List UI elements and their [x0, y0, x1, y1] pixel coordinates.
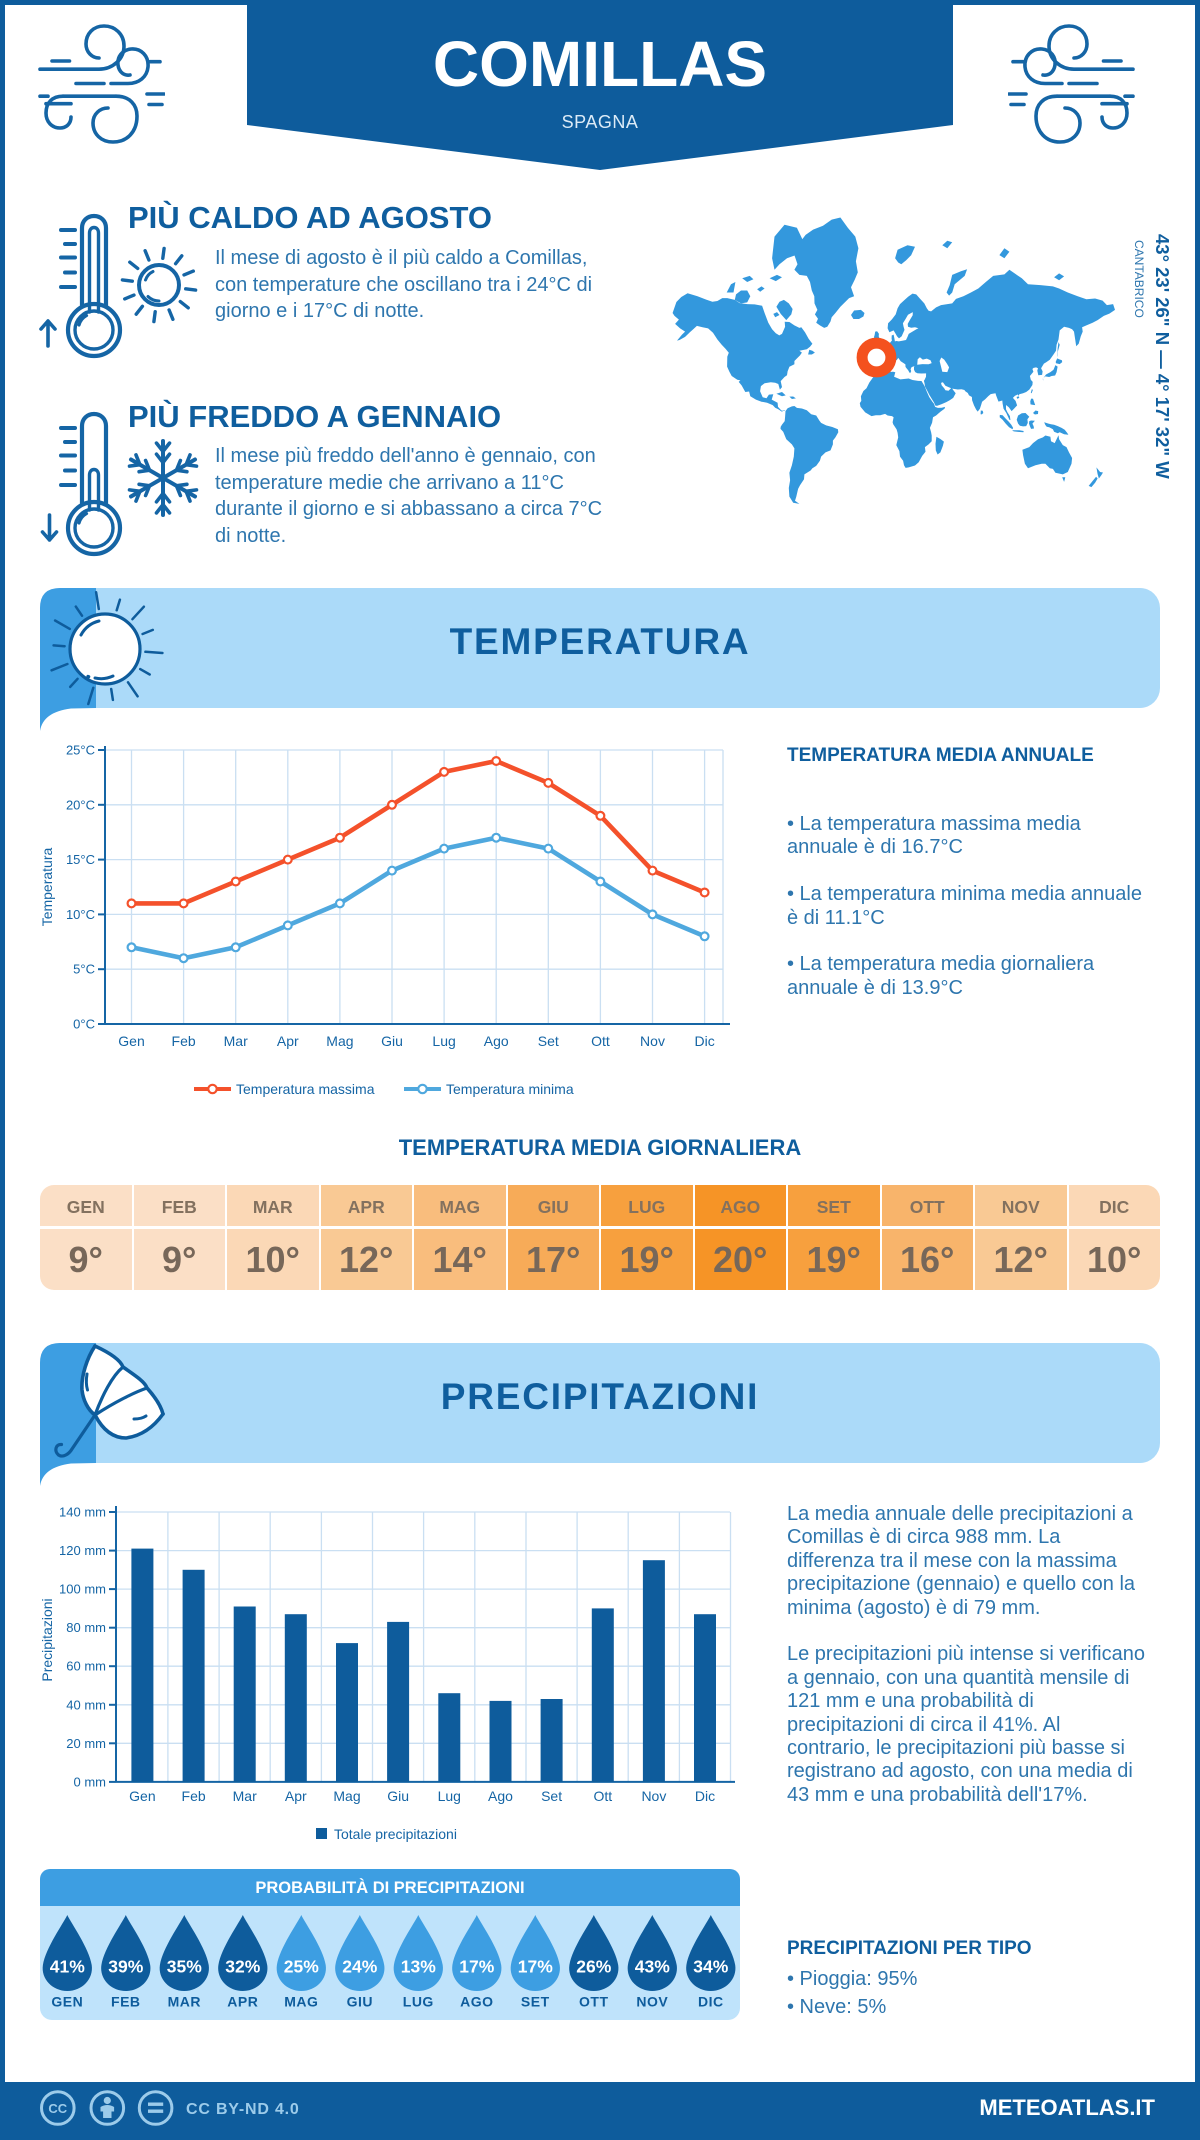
svg-text:GIU: GIU	[347, 1994, 373, 2010]
svg-text:FEB: FEB	[111, 1994, 141, 2010]
svg-text:13%: 13%	[401, 1957, 436, 1977]
svg-text:35%: 35%	[167, 1957, 202, 1977]
svg-text:40 mm: 40 mm	[66, 1697, 106, 1712]
svg-text:SET: SET	[521, 1994, 550, 2010]
svg-text:5°C: 5°C	[73, 962, 95, 977]
svg-text:100 mm: 100 mm	[59, 1582, 106, 1597]
svg-text:32%: 32%	[225, 1957, 260, 1977]
svg-text:15°C: 15°C	[66, 852, 95, 867]
svg-text:Ago: Ago	[488, 1788, 513, 1804]
svg-text:80 mm: 80 mm	[66, 1620, 106, 1635]
svg-text:Gen: Gen	[118, 1033, 144, 1049]
svg-text:Nov: Nov	[641, 1788, 666, 1804]
svg-text:APR: APR	[227, 1994, 258, 2010]
svg-text:34%: 34%	[693, 1957, 728, 1977]
svg-text:Ott: Ott	[593, 1788, 612, 1804]
svg-text:Lug: Lug	[432, 1033, 455, 1049]
svg-text:Mag: Mag	[333, 1788, 360, 1804]
svg-text:Mar: Mar	[233, 1788, 257, 1804]
svg-text:DIC: DIC	[698, 1994, 724, 2010]
svg-text:Precipitazioni: Precipitazioni	[40, 1598, 55, 1681]
svg-text:20°C: 20°C	[66, 797, 95, 812]
svg-text:39%: 39%	[108, 1957, 143, 1977]
svg-text:17%: 17%	[459, 1957, 494, 1977]
svg-text:Apr: Apr	[277, 1033, 299, 1049]
svg-text:24%: 24%	[342, 1957, 377, 1977]
svg-text:120 mm: 120 mm	[59, 1543, 106, 1558]
svg-text:Ago: Ago	[484, 1033, 509, 1049]
svg-text:17%: 17%	[518, 1957, 553, 1977]
svg-text:60 mm: 60 mm	[66, 1659, 106, 1674]
svg-text:Temperatura massima: Temperatura massima	[236, 1081, 375, 1097]
svg-text:Feb: Feb	[172, 1033, 196, 1049]
svg-text:Apr: Apr	[285, 1788, 307, 1804]
svg-text:140 mm: 140 mm	[59, 1505, 106, 1520]
svg-text:20 mm: 20 mm	[66, 1736, 106, 1751]
svg-text:Set: Set	[538, 1033, 559, 1049]
svg-text:NOV: NOV	[636, 1994, 668, 2010]
svg-text:Gen: Gen	[129, 1788, 155, 1804]
svg-text:0°C: 0°C	[73, 1017, 95, 1032]
svg-text:CC: CC	[48, 2101, 67, 2116]
svg-text:MAG: MAG	[284, 1994, 318, 2010]
svg-text:Dic: Dic	[695, 1788, 715, 1804]
svg-text:LUG: LUG	[403, 1994, 434, 2010]
svg-text:Mag: Mag	[326, 1033, 353, 1049]
svg-text:AGO: AGO	[460, 1994, 493, 2010]
svg-text:41%: 41%	[50, 1957, 85, 1977]
svg-text:Set: Set	[541, 1788, 562, 1804]
svg-text:Dic: Dic	[694, 1033, 714, 1049]
svg-text:26%: 26%	[576, 1957, 611, 1977]
svg-text:Mar: Mar	[224, 1033, 248, 1049]
svg-text:10°C: 10°C	[66, 907, 95, 922]
svg-text:OTT: OTT	[579, 1994, 609, 2010]
svg-text:Giu: Giu	[387, 1788, 409, 1804]
svg-text:Feb: Feb	[182, 1788, 206, 1804]
svg-text:Ott: Ott	[591, 1033, 610, 1049]
svg-text:Temperatura: Temperatura	[40, 847, 55, 926]
svg-text:25%: 25%	[284, 1957, 319, 1977]
svg-text:Temperatura minima: Temperatura minima	[446, 1081, 574, 1097]
svg-text:MAR: MAR	[168, 1994, 201, 2010]
svg-text:Nov: Nov	[640, 1033, 665, 1049]
svg-text:Giu: Giu	[381, 1033, 403, 1049]
svg-text:43%: 43%	[635, 1957, 670, 1977]
svg-text:25°C: 25°C	[66, 743, 95, 758]
svg-text:Totale precipitazioni: Totale precipitazioni	[334, 1826, 457, 1842]
svg-text:Lug: Lug	[438, 1788, 461, 1804]
svg-text:0 mm: 0 mm	[74, 1774, 107, 1789]
svg-text:GEN: GEN	[51, 1994, 83, 2010]
